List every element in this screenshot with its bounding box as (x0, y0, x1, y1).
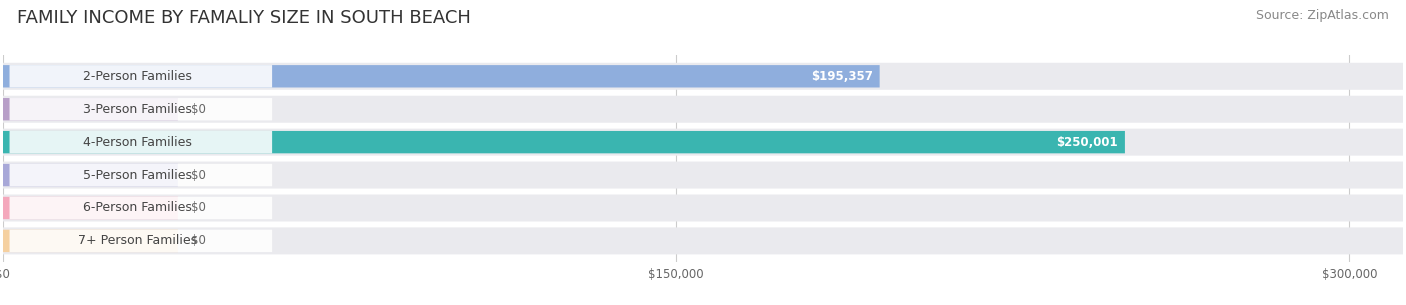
Text: 4-Person Families: 4-Person Families (83, 136, 191, 149)
Text: $0: $0 (191, 235, 207, 247)
Text: 3-Person Families: 3-Person Families (83, 103, 191, 116)
FancyBboxPatch shape (3, 65, 880, 88)
FancyBboxPatch shape (3, 96, 1403, 123)
FancyBboxPatch shape (3, 164, 177, 186)
Text: $0: $0 (191, 202, 207, 214)
FancyBboxPatch shape (3, 195, 1403, 221)
FancyBboxPatch shape (10, 164, 273, 186)
FancyBboxPatch shape (3, 131, 1125, 153)
FancyBboxPatch shape (3, 230, 177, 252)
Text: $195,357: $195,357 (811, 70, 873, 83)
FancyBboxPatch shape (3, 162, 1403, 188)
Text: Source: ZipAtlas.com: Source: ZipAtlas.com (1256, 9, 1389, 22)
Text: $0: $0 (191, 169, 207, 181)
FancyBboxPatch shape (3, 129, 1403, 156)
Text: 2-Person Families: 2-Person Families (83, 70, 191, 83)
FancyBboxPatch shape (10, 65, 273, 88)
Text: $0: $0 (191, 103, 207, 116)
Text: 6-Person Families: 6-Person Families (83, 202, 191, 214)
FancyBboxPatch shape (3, 98, 177, 120)
Text: $250,001: $250,001 (1056, 136, 1118, 149)
FancyBboxPatch shape (3, 197, 177, 219)
Text: 5-Person Families: 5-Person Families (83, 169, 193, 181)
Text: 7+ Person Families: 7+ Person Families (77, 235, 197, 247)
FancyBboxPatch shape (10, 197, 273, 219)
FancyBboxPatch shape (3, 63, 1403, 90)
Text: FAMILY INCOME BY FAMALIY SIZE IN SOUTH BEACH: FAMILY INCOME BY FAMALIY SIZE IN SOUTH B… (17, 9, 471, 27)
FancyBboxPatch shape (3, 228, 1403, 254)
FancyBboxPatch shape (10, 98, 273, 120)
FancyBboxPatch shape (10, 131, 273, 153)
FancyBboxPatch shape (10, 230, 273, 252)
